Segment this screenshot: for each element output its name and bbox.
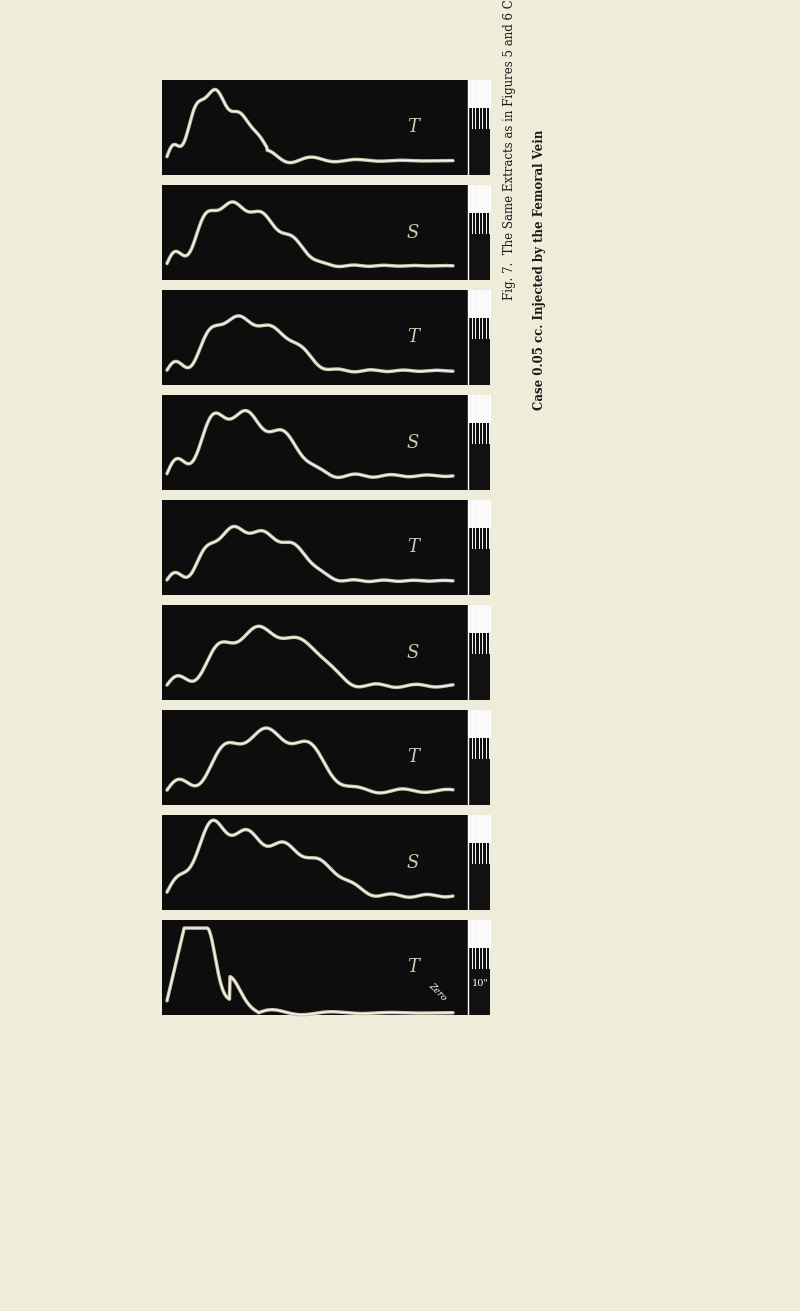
Text: T: T — [407, 329, 419, 346]
Bar — [468, 604, 490, 700]
Bar — [162, 815, 468, 910]
Bar — [468, 815, 490, 910]
Bar — [162, 910, 490, 920]
Bar — [162, 80, 468, 174]
Bar — [468, 290, 490, 385]
Text: S: S — [407, 853, 419, 872]
Text: Zero: Zero — [427, 981, 449, 1002]
Bar — [162, 700, 490, 711]
Bar — [162, 281, 490, 290]
Text: T: T — [407, 118, 419, 136]
Bar — [162, 711, 468, 805]
Bar — [162, 290, 468, 385]
Bar — [162, 920, 468, 1015]
Text: Case 0.05 cc. Injected by the Femoral Vein: Case 0.05 cc. Injected by the Femoral Ve… — [534, 130, 546, 410]
Bar — [162, 395, 468, 490]
Bar — [162, 805, 490, 815]
Text: S: S — [407, 644, 419, 662]
Text: S: S — [407, 223, 419, 241]
Bar — [468, 920, 490, 1015]
Bar — [468, 395, 490, 490]
Text: S: S — [407, 434, 419, 451]
Bar — [468, 80, 490, 174]
Text: Fig. 7.  The Same Extracts as in Figures 5 and 6 Compared on the Blood-pressure : Fig. 7. The Same Extracts as in Figures … — [503, 0, 517, 300]
Text: 10": 10" — [471, 979, 489, 987]
Bar — [162, 604, 468, 700]
Text: T: T — [407, 958, 419, 977]
Text: T: T — [407, 539, 419, 556]
Bar — [162, 385, 490, 395]
Bar — [162, 174, 490, 185]
Bar — [468, 185, 490, 281]
Bar — [468, 711, 490, 805]
Bar — [162, 490, 490, 499]
Bar — [162, 595, 490, 604]
Bar — [468, 499, 490, 595]
Bar — [162, 499, 468, 595]
Bar — [162, 185, 468, 281]
Text: T: T — [407, 749, 419, 767]
